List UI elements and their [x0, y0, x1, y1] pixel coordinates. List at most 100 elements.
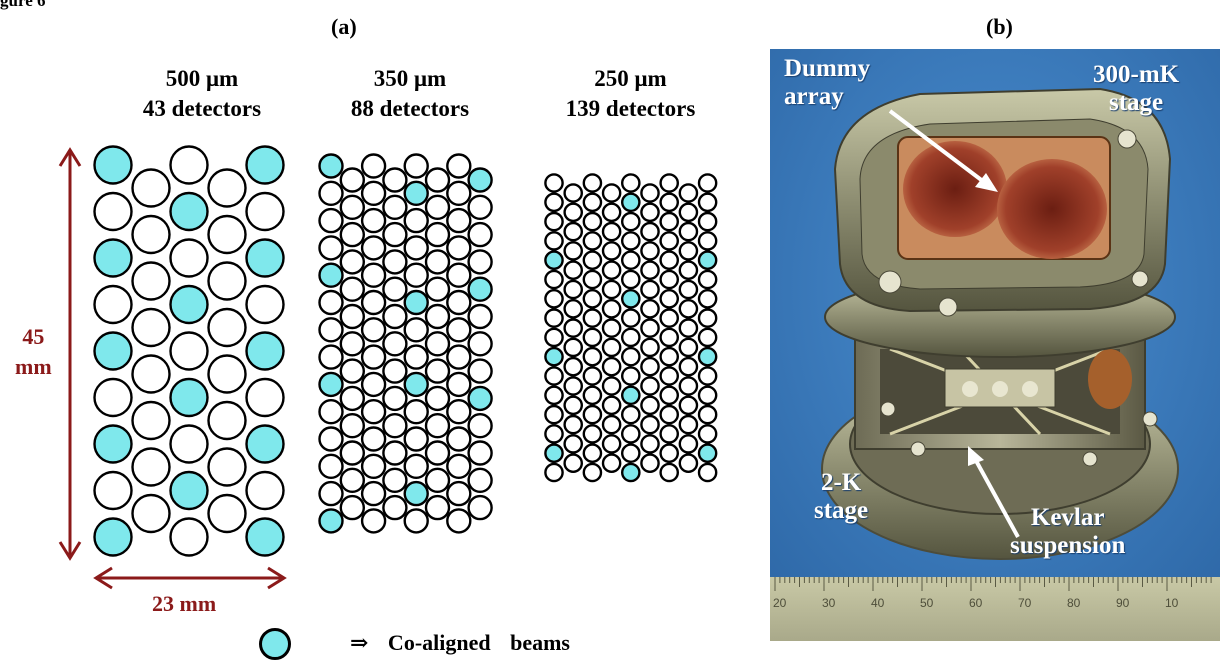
- detector: [382, 221, 408, 248]
- detector: [640, 356, 660, 377]
- detector: [678, 356, 699, 377]
- detector: [467, 467, 493, 493]
- detector: [640, 337, 660, 358]
- detector: [245, 377, 285, 418]
- detector: [563, 279, 584, 300]
- coaligned-detector: [403, 371, 429, 398]
- detector: [678, 221, 699, 242]
- detector: [640, 298, 660, 319]
- bolometer-assembly-photo: 20 30 40 50 60 70 80 90 10 Dummy array: [770, 49, 1220, 641]
- detector: [582, 308, 603, 328]
- ruler-number: 20: [773, 596, 787, 610]
- detector: [207, 354, 247, 394]
- detector: [446, 399, 472, 425]
- detector: [659, 385, 680, 406]
- detector: [424, 221, 451, 248]
- detector: [640, 183, 660, 203]
- detector: [659, 346, 680, 367]
- coaligned-detector: [403, 480, 429, 507]
- detector: [424, 413, 451, 439]
- height-arrow-top: [58, 147, 82, 167]
- array-500-detectors: 43 detectors: [142, 96, 262, 121]
- array-250-title: 250 μm 139 detectors: [518, 64, 743, 124]
- kevlar-arrow: [972, 456, 1020, 538]
- detector: [678, 260, 699, 281]
- detector: [207, 214, 247, 255]
- detector: [659, 173, 680, 193]
- detector: [318, 344, 344, 370]
- ruler-number: 80: [1067, 596, 1081, 610]
- detector: [339, 467, 365, 493]
- detector: [360, 508, 387, 534]
- detector: [582, 269, 603, 290]
- coaligned-detector: [93, 517, 133, 557]
- ruler-number: 70: [1018, 596, 1032, 610]
- coaligned-detector: [93, 331, 133, 371]
- detector: [544, 462, 564, 483]
- detector: [544, 211, 564, 232]
- detector: [640, 453, 660, 474]
- coaligned-detector: [697, 346, 718, 367]
- detector: [339, 303, 365, 330]
- coaligned-detector: [169, 470, 209, 511]
- detector: [360, 289, 387, 316]
- detector: [207, 447, 247, 487]
- detector: [563, 298, 584, 319]
- detector: [446, 207, 472, 234]
- detector: [467, 494, 493, 521]
- detector: [245, 191, 285, 232]
- coaligned-detector: [93, 145, 133, 185]
- detector: [659, 288, 680, 309]
- detector: [424, 494, 451, 521]
- coaligned-detector: [467, 385, 493, 412]
- detector: [582, 404, 603, 425]
- detector: [403, 426, 429, 452]
- detector: [601, 453, 622, 474]
- dummy-array-label: Dummy array: [784, 55, 871, 110]
- detector: [446, 262, 472, 288]
- detector: [601, 241, 622, 261]
- detector: [339, 358, 365, 384]
- detector: [360, 153, 387, 179]
- detector: [659, 366, 680, 386]
- coaligned-detector: [697, 250, 718, 271]
- detector: [318, 180, 344, 207]
- detector: [659, 231, 680, 251]
- detector: [403, 207, 429, 234]
- detector: [360, 207, 387, 234]
- detector: [678, 279, 699, 300]
- detector: [678, 318, 699, 338]
- detector: [403, 235, 429, 261]
- detector: [360, 480, 387, 507]
- detector: [424, 194, 451, 221]
- detector: [678, 414, 699, 435]
- detector: [424, 331, 451, 357]
- detector: [382, 303, 408, 330]
- detector: [382, 385, 408, 412]
- stage-300mk-label: 300-mK stage: [1093, 61, 1180, 116]
- detector: [446, 426, 472, 452]
- width-dimension-label: 23 mm: [152, 591, 217, 616]
- detector: [544, 424, 564, 444]
- detector: [697, 462, 718, 483]
- detector: [697, 424, 718, 444]
- detector: [621, 250, 641, 271]
- detector: [659, 211, 680, 232]
- array-250-grid: [544, 173, 718, 483]
- ruler-number: 90: [1116, 596, 1130, 610]
- detector: [93, 191, 133, 232]
- coaligned-detector: [93, 238, 133, 278]
- detector: [582, 231, 603, 251]
- detector: [446, 453, 472, 479]
- array-500-grid: [93, 145, 285, 557]
- detector: [339, 249, 365, 275]
- detector: [544, 231, 564, 251]
- ruler-number: 40: [871, 596, 885, 610]
- detector: [169, 517, 209, 557]
- detector: [678, 453, 699, 474]
- coaligned-detector: [169, 284, 209, 325]
- detector: [621, 404, 641, 425]
- array-350-title: 350 μm 88 detectors: [305, 64, 515, 124]
- detector: [621, 231, 641, 251]
- detector: [659, 424, 680, 444]
